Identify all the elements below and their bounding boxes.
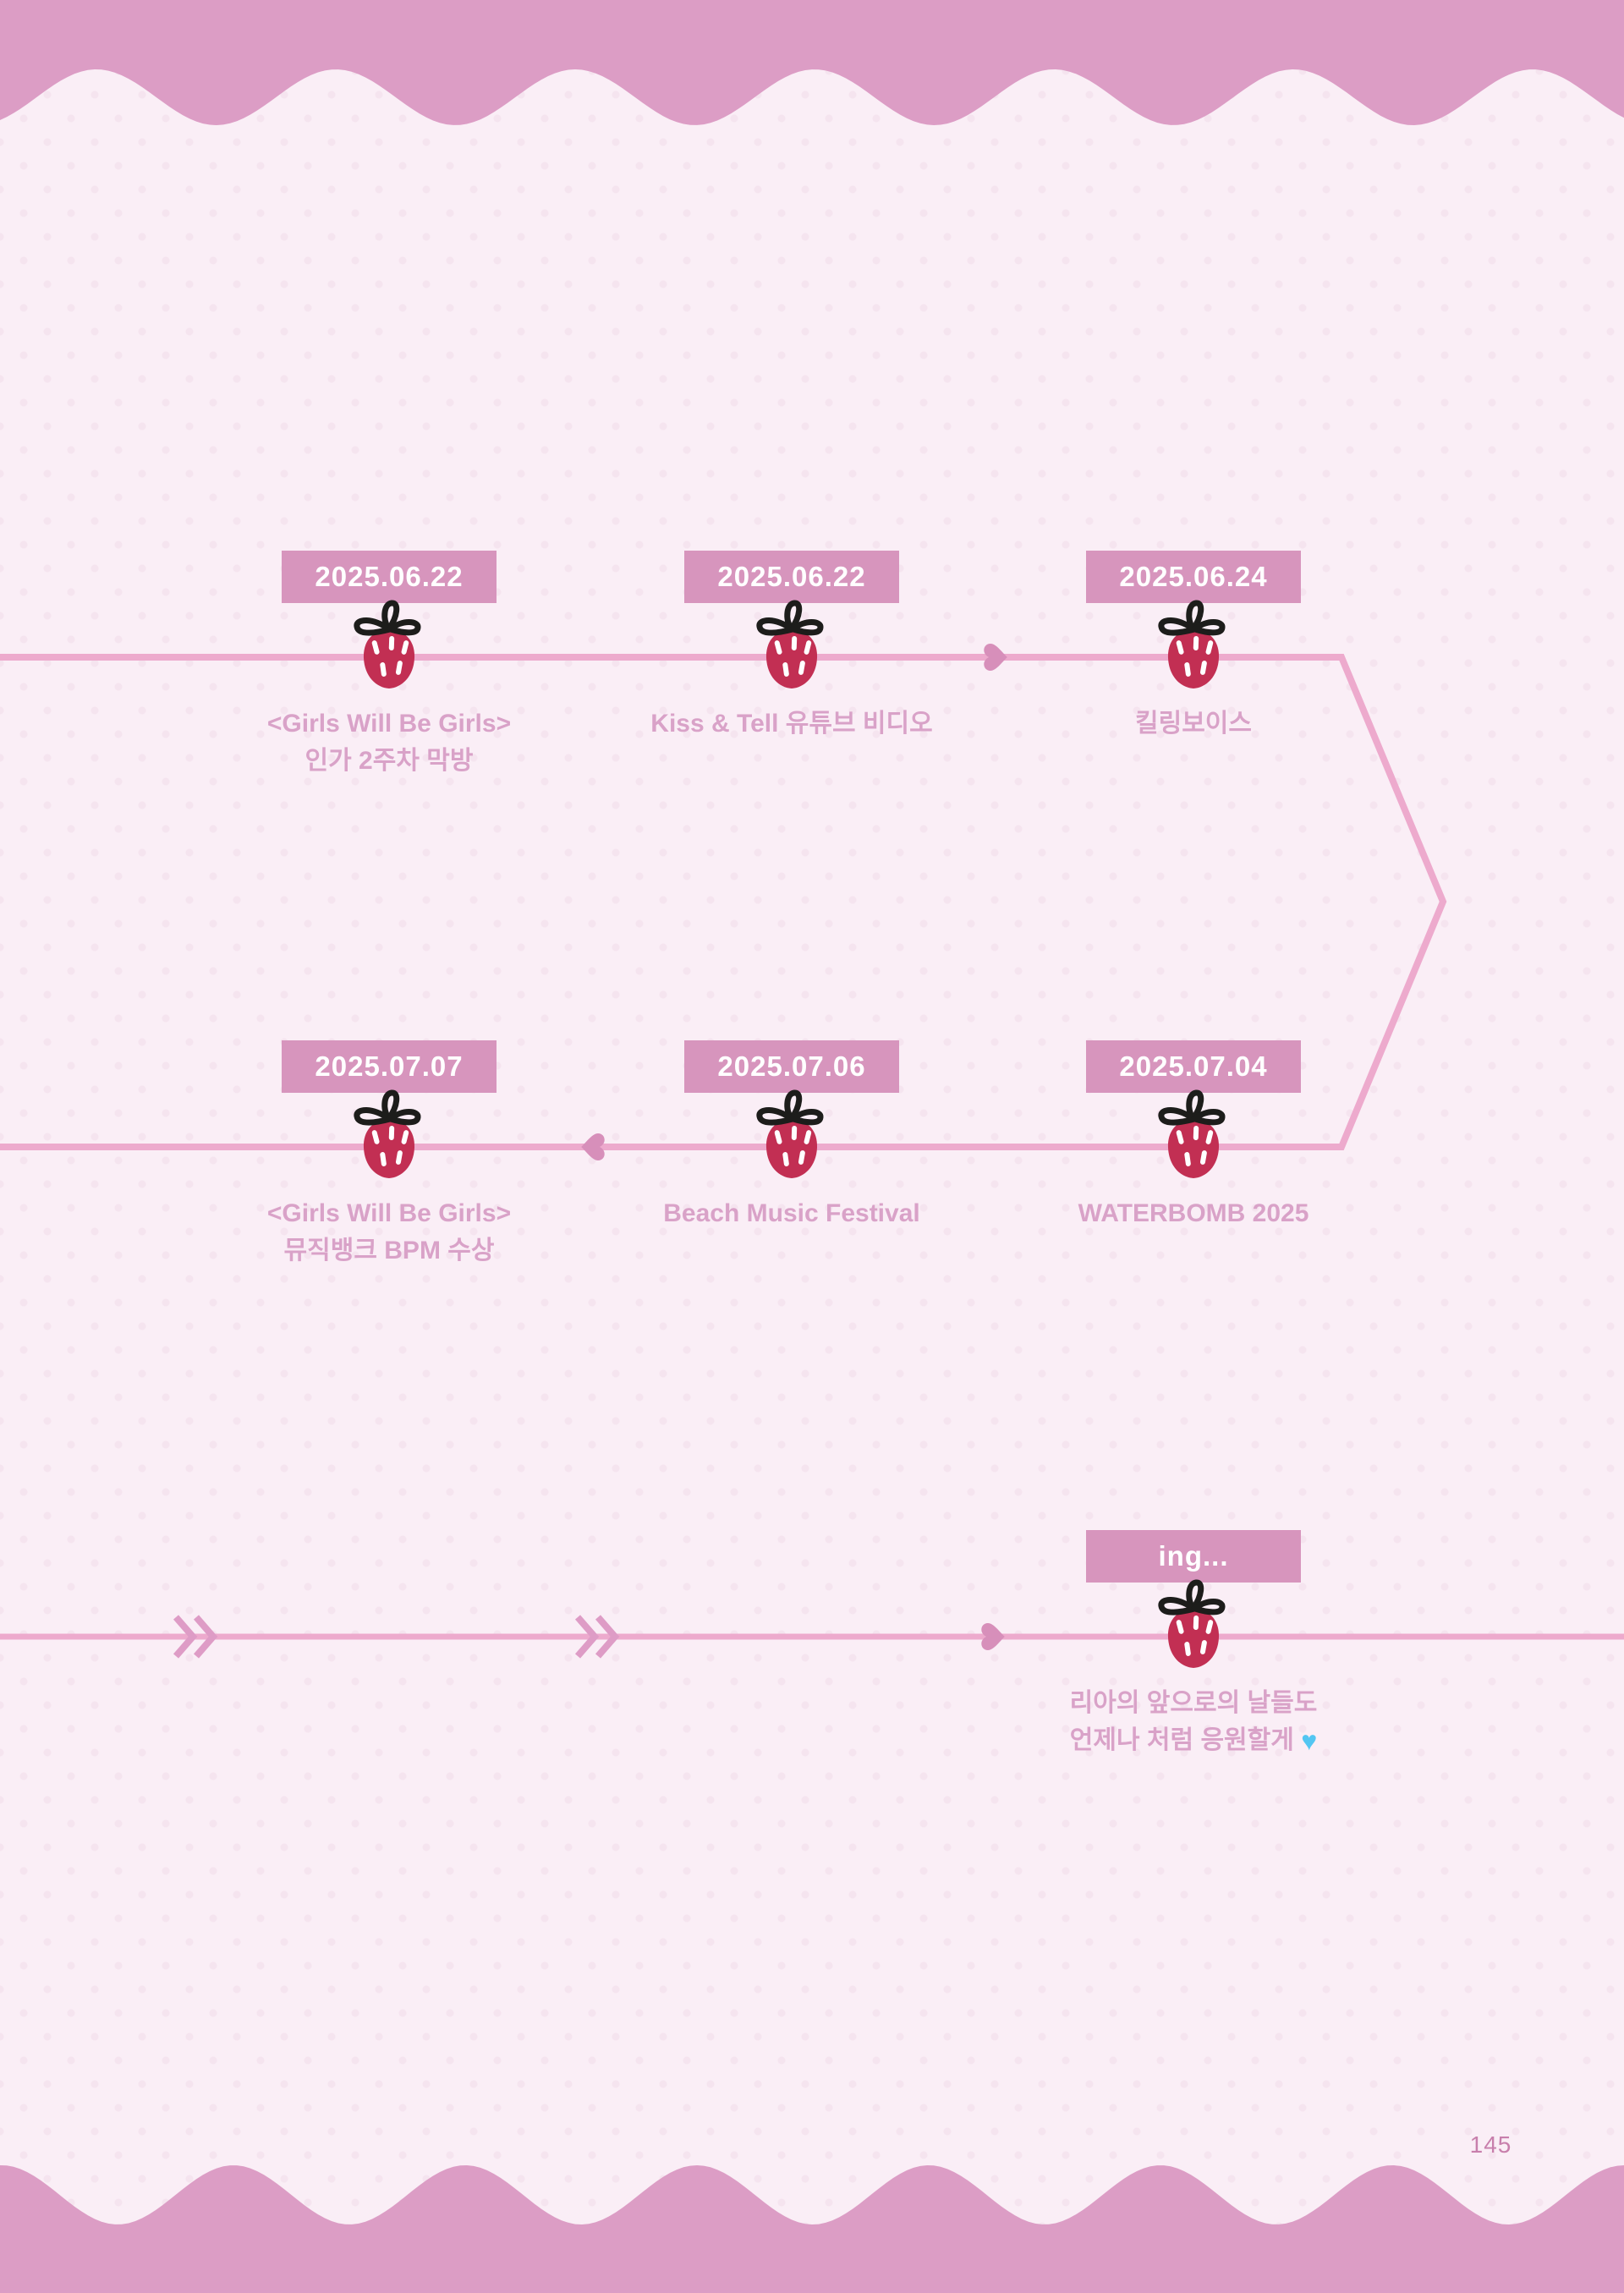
event-caption: Kiss & Tell 유튜브 비디오 [650, 710, 933, 738]
strawberry-icon [749, 598, 834, 693]
page-number: 145 [1469, 2131, 1512, 2158]
ing-badge: ing... [1086, 1530, 1301, 1583]
blue-heart-icon: ♥ [1301, 1725, 1318, 1756]
heart-connector-row3 [981, 1623, 1005, 1650]
top-wave-border [0, 0, 1624, 125]
event-caption: 킬링보이스 [1135, 710, 1252, 738]
date-badge: 2025.06.22 [684, 551, 899, 603]
event-caption: <Girls Will Be Girls> 뮤직뱅크 BPM 수상 [266, 1199, 512, 1264]
date-badge: 2025.07.04 [1086, 1040, 1301, 1093]
direction-chevrons-icon [173, 1615, 620, 1659]
event-caption: Beach Music Festival [663, 1199, 920, 1227]
event-caption: 리아의 앞으로의 날들도 언제나 처럼 응원할게 ♥ [1069, 1689, 1318, 1756]
strawberry-icon [749, 1088, 834, 1182]
heart-connector-right [984, 644, 1007, 671]
strawberry-icon [1151, 1577, 1236, 1672]
date-badge: 2025.06.22 [282, 551, 497, 603]
event-caption: WATERBOMB 2025 [1078, 1199, 1309, 1227]
event-caption: <Girls Will Be Girls> 인가 2주차 막방 [266, 710, 512, 775]
date-badge: 2025.07.07 [282, 1040, 497, 1093]
bottom-wave-border [0, 2165, 1624, 2293]
strawberry-icon [1151, 598, 1236, 693]
date-badge: 2025.06.24 [1086, 551, 1301, 603]
strawberry-icon [347, 1088, 431, 1182]
strawberry-icon [1151, 1088, 1236, 1182]
timeline-connector-line [0, 654, 1447, 1150]
heart-connector-left [581, 1133, 605, 1160]
date-badge: 2025.07.06 [684, 1040, 899, 1093]
strawberry-icon [347, 598, 431, 693]
